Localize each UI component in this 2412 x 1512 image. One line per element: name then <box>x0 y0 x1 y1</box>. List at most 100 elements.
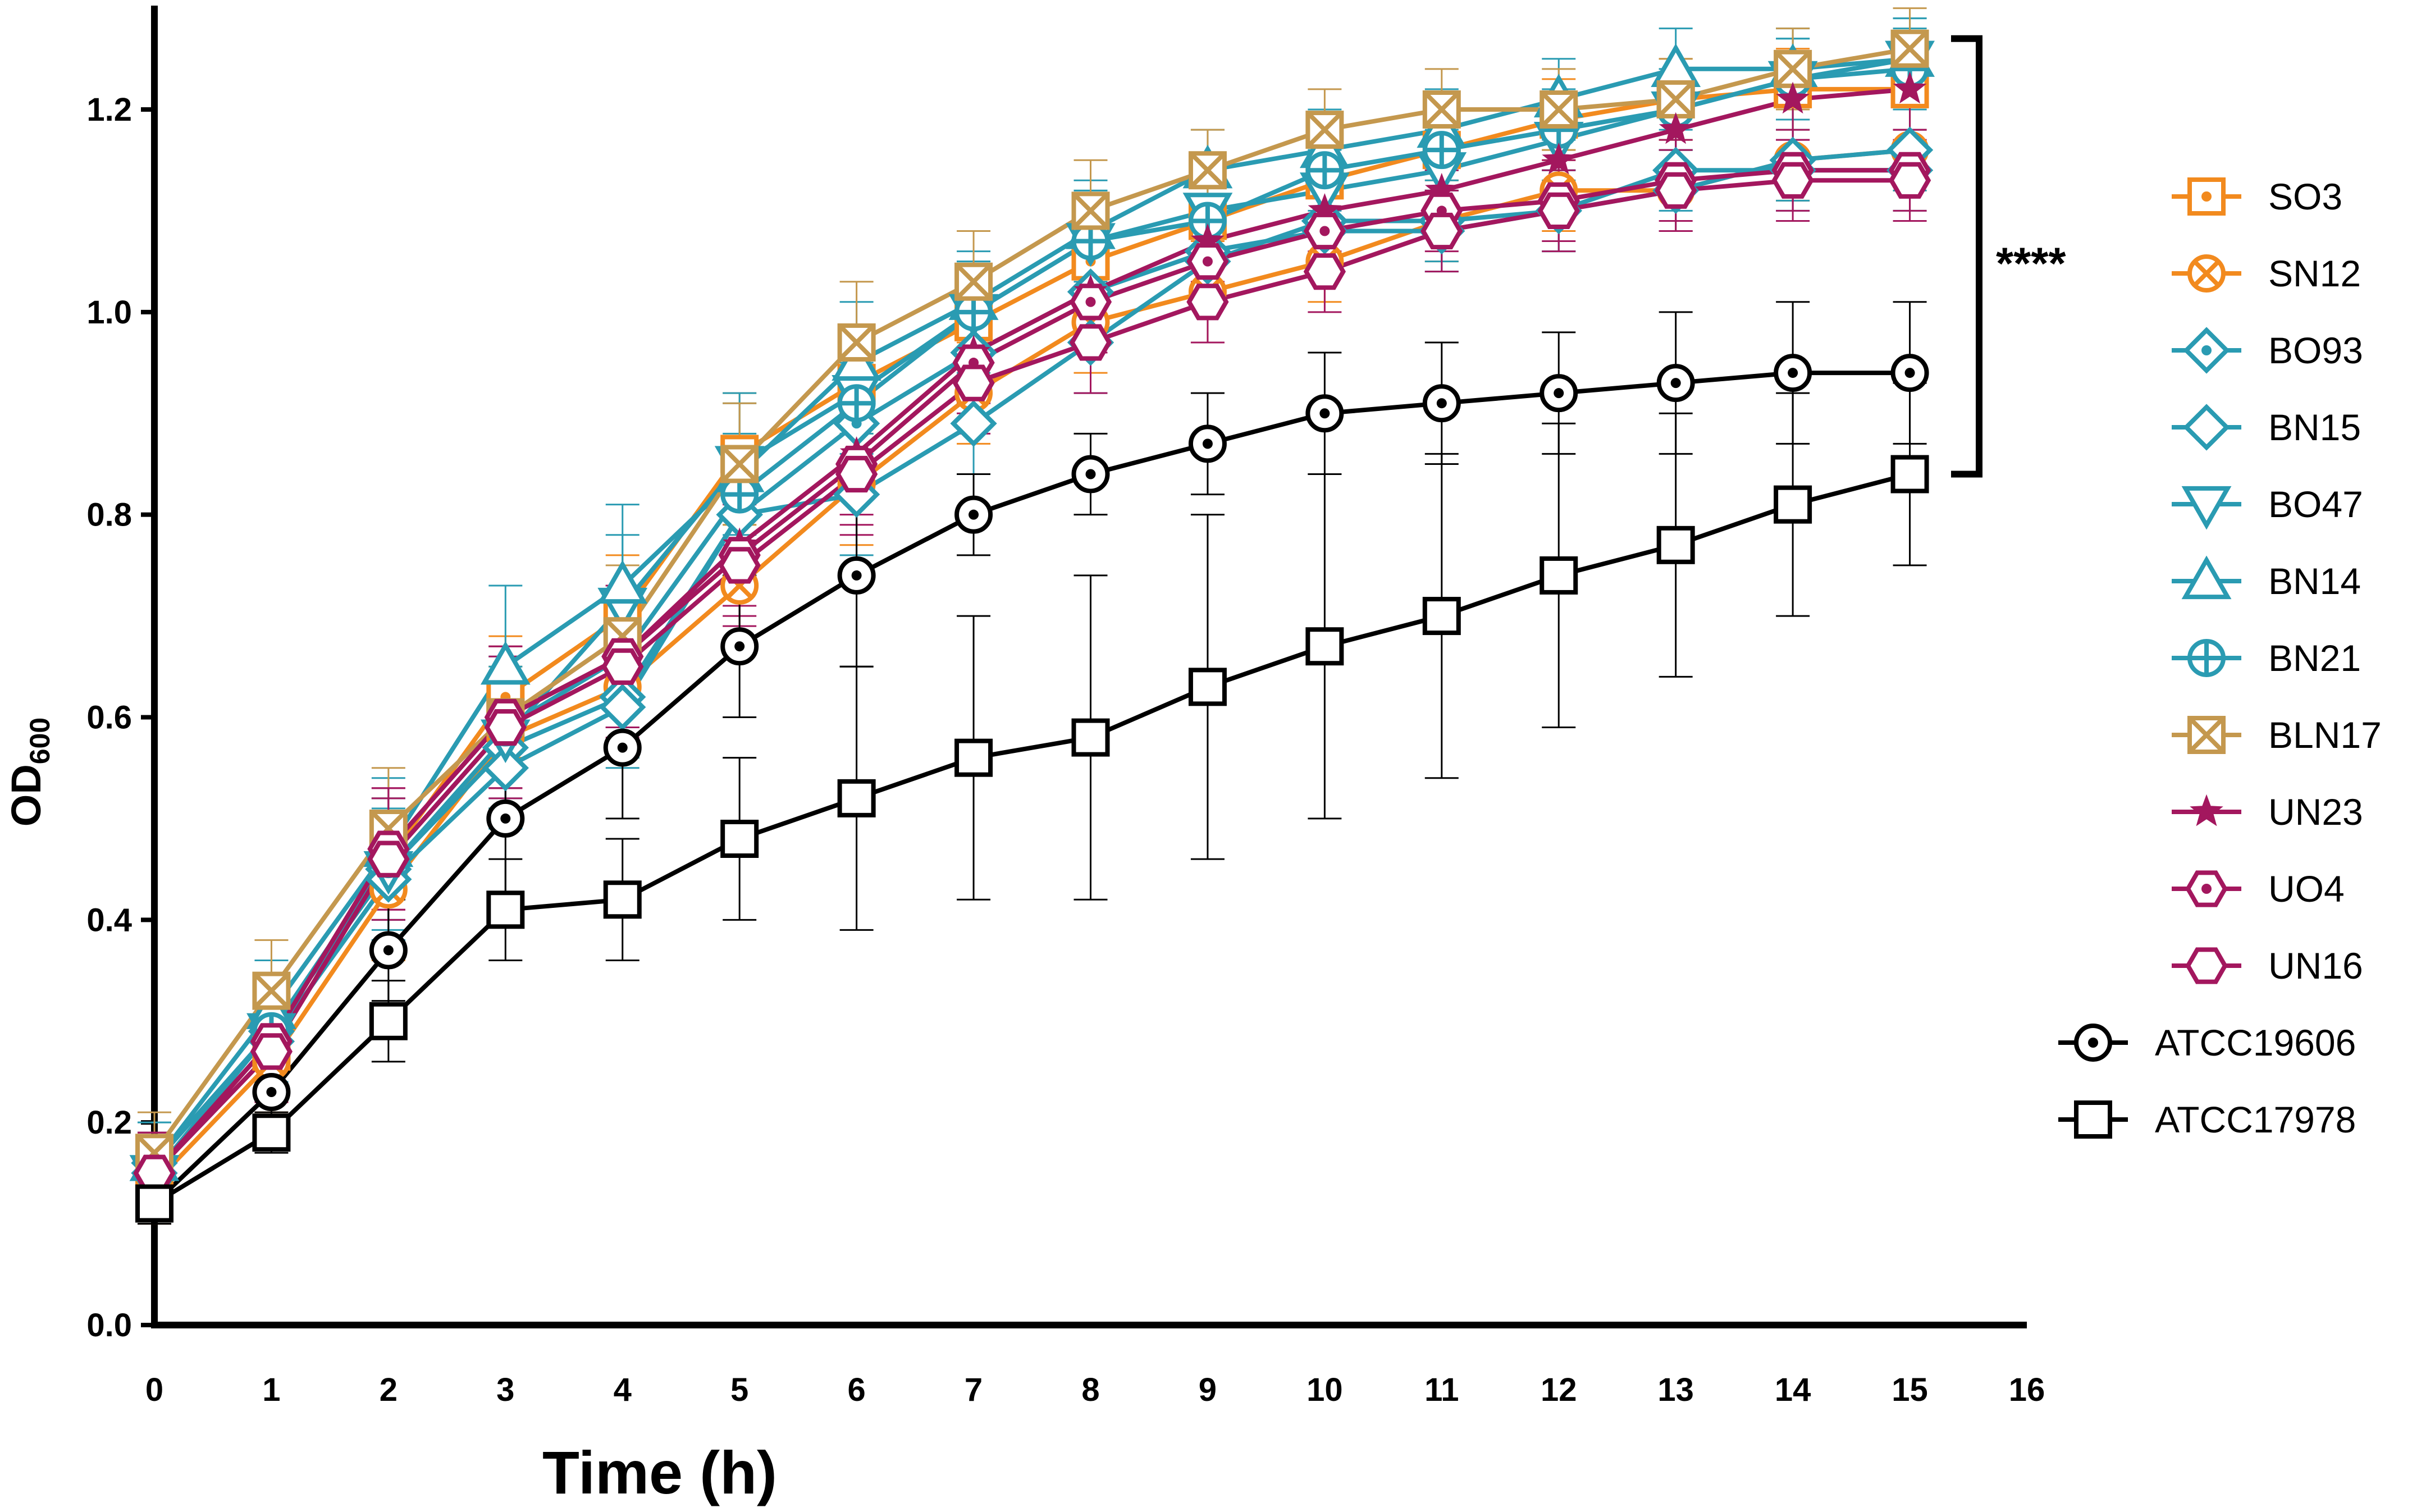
y-tick-label: 0.8 <box>86 497 132 533</box>
marker-plus <box>1424 133 1459 167</box>
data-point-bn15 <box>950 400 997 447</box>
marker-hexagon <box>250 1033 293 1070</box>
marker-hexagon <box>1186 284 1229 321</box>
data-point-atcc17978 <box>1540 556 1578 595</box>
data-point-un16 <box>601 648 644 685</box>
data-point-un16 <box>1888 162 1931 199</box>
data-point-bln17 <box>1656 80 1695 118</box>
data-point-un16 <box>250 1033 293 1070</box>
data-point-uo4 <box>1069 284 1112 321</box>
data-point-bn21 <box>1305 151 1344 190</box>
data-point-un16 <box>1069 324 1112 361</box>
marker-hexagon <box>1069 324 1112 361</box>
legend-entry-bo47: BO47 <box>2172 483 2363 530</box>
marker-triangle <box>2181 555 2232 600</box>
data-point-uo4 <box>1186 243 1229 280</box>
y-tick-label: 1.2 <box>86 92 132 128</box>
legend-entry-sn12: SN12 <box>2172 253 2361 294</box>
marker-cross <box>2188 716 2225 753</box>
y-tick-label: 0.0 <box>86 1307 132 1344</box>
x-tick-label: 13 <box>1657 1372 1694 1408</box>
marker-diamond <box>2183 404 2230 451</box>
data-point-un16 <box>1655 172 1697 209</box>
marker-star <box>1659 112 1693 144</box>
series-line-so3 <box>153 86 1910 1175</box>
marker-hexagon <box>2185 947 2228 984</box>
y-tick-label: 0.6 <box>86 700 132 736</box>
marker-dot <box>1202 438 1213 449</box>
data-point-un16 <box>367 840 410 878</box>
data-point-bln17 <box>1422 90 1461 129</box>
data-point-bn14 <box>1651 43 1701 87</box>
legend-label: BN21 <box>2268 637 2361 679</box>
marker-dot <box>1319 408 1330 419</box>
data-point-atcc19606 <box>603 728 642 767</box>
marker-cross <box>721 445 759 483</box>
marker-square <box>486 890 525 929</box>
legend-entry-bn14: BN14 <box>2172 555 2361 602</box>
data-point-bln17 <box>720 445 759 483</box>
x-tick-label: 7 <box>965 1372 983 1408</box>
data-point-atcc17978 <box>252 1113 291 1152</box>
data-point-atcc19606 <box>486 799 525 838</box>
x-tick-label: 1 <box>262 1372 280 1408</box>
data-point-un16 <box>1537 192 1580 229</box>
x-tick-label: 15 <box>1892 1372 1928 1408</box>
data-point-atcc17978 <box>1656 526 1695 564</box>
marker-square <box>135 1184 173 1223</box>
data-point-bn15 <box>482 744 529 792</box>
series-line-uo4 <box>153 168 1910 1175</box>
marker-hexagon <box>718 547 761 584</box>
marker-hexagon <box>133 1154 176 1191</box>
data-point-bln17 <box>954 262 993 301</box>
data-point-bn21 <box>1188 202 1227 240</box>
data-point-un16 <box>1771 162 1814 199</box>
marker-dot <box>1085 296 1096 307</box>
data-point-un16 <box>1186 284 1229 321</box>
data-point-atcc19606 <box>1656 364 1695 403</box>
marker-triangle <box>597 560 648 604</box>
data-point-atcc19606 <box>1071 455 1110 494</box>
marker-triangle <box>2181 486 2232 530</box>
data-point-atcc19606 <box>1774 354 1812 392</box>
data-point-un23 <box>1776 81 1810 114</box>
x-tick-label: 2 <box>380 1372 398 1408</box>
legend-entry-bln17: BLN17 <box>2172 714 2382 756</box>
marker-hexagon <box>835 455 878 493</box>
data-point-atcc17978 <box>1071 718 1110 757</box>
significance-bracket-group: **** <box>1951 35 2066 478</box>
marker-star <box>1776 81 1810 114</box>
data-point-atcc19606 <box>369 931 408 970</box>
data-point-un16 <box>484 709 527 746</box>
x-tick-label: 6 <box>847 1372 865 1408</box>
marker-hexagon <box>1888 162 1931 199</box>
marker-square <box>1071 718 1110 757</box>
y-axis-title-sub: 600 <box>24 718 56 764</box>
marker-dot <box>1436 398 1447 409</box>
legend-label: BO93 <box>2268 330 2363 371</box>
data-point-bn21 <box>837 384 876 423</box>
data-point-atcc19606 <box>954 495 993 534</box>
y-tick-label: 0.2 <box>86 1104 132 1141</box>
data-point-atcc17978 <box>837 779 876 817</box>
legend-label: UN16 <box>2268 945 2363 986</box>
data-point-bln17 <box>1774 49 1812 88</box>
marker-dot <box>851 570 862 581</box>
marker-star <box>1893 71 1927 104</box>
legend-label: ATCC17978 <box>2155 1099 2356 1140</box>
data-point-un16 <box>1303 253 1346 290</box>
data-point-un23 <box>1893 71 1927 104</box>
series-markers-group <box>129 29 1935 1223</box>
series-line-atcc17978 <box>153 472 1911 1205</box>
legend-entry-bn21: BN21 <box>2172 637 2361 679</box>
x-tick-label: 4 <box>614 1372 632 1408</box>
data-point-un23 <box>1542 142 1576 175</box>
marker-plus <box>2190 641 2223 675</box>
marker-cross <box>1540 91 1578 128</box>
significance-label: **** <box>1996 239 2066 289</box>
legend-label: ATCC19606 <box>2155 1022 2356 1063</box>
marker-square <box>603 880 642 919</box>
data-point-un16 <box>133 1154 176 1191</box>
